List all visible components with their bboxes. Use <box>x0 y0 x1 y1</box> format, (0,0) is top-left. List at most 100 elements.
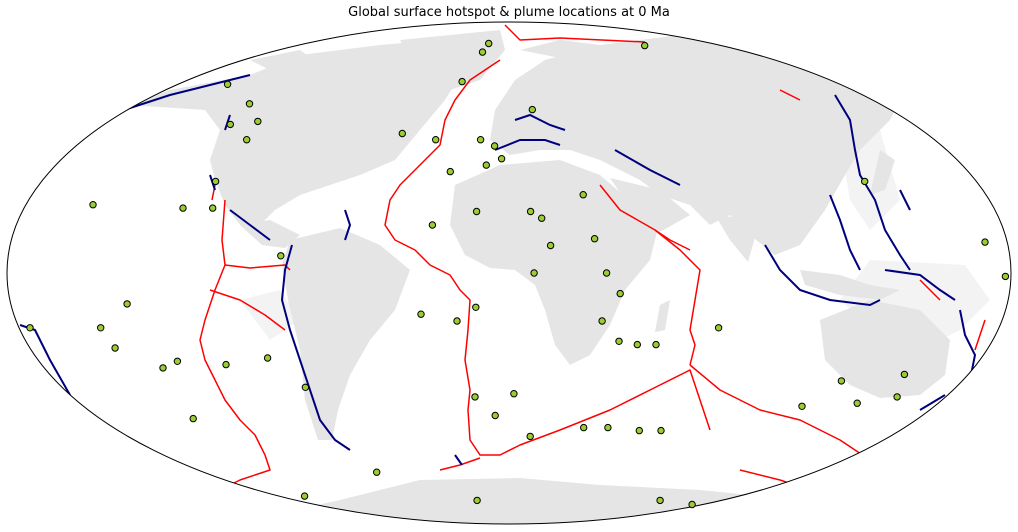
subduction-zones <box>19 74 977 466</box>
hotspot-marker <box>604 423 612 432</box>
new-zealand <box>968 375 990 410</box>
carlsberg-ridge <box>654 229 691 251</box>
hotspot-marker <box>900 370 909 379</box>
makran-trench <box>614 149 681 186</box>
hotspot-marker <box>861 177 869 186</box>
hotspot-marker <box>26 324 34 332</box>
american-antarctic-ridge <box>439 457 481 471</box>
hotspot-marker <box>179 204 187 212</box>
south-sandwich-trench <box>454 454 463 466</box>
central-america <box>240 220 300 248</box>
landmasses <box>130 30 990 524</box>
indonesia <box>800 270 900 300</box>
hotspot-marker <box>476 136 485 144</box>
hotspot-marker <box>173 357 182 365</box>
new-hebrides-trench <box>884 269 956 301</box>
hotspot-marker <box>491 411 499 420</box>
globe-outline <box>6 21 1012 525</box>
hotspot-marker <box>111 344 119 352</box>
antarctica <box>250 478 860 524</box>
hotspot-marker <box>635 426 643 435</box>
eurasia <box>490 30 905 255</box>
hotspot-marker <box>159 364 167 372</box>
galapagos-ridge <box>224 264 291 271</box>
mediterranean-trenches <box>494 113 566 151</box>
hotspot-marker <box>263 354 272 362</box>
ryukyu-philippine-trench <box>829 189 911 271</box>
hotspot-marker <box>453 317 461 325</box>
hotspot-marker <box>590 235 599 243</box>
andes-trench <box>280 244 351 451</box>
hotspot-marker <box>211 177 220 186</box>
hotspot-marker <box>528 105 536 114</box>
hotspot-markers <box>26 39 1010 509</box>
hotspot-marker <box>598 317 606 325</box>
hotspot-marker <box>485 39 493 48</box>
hotspot-marker <box>652 340 660 349</box>
hotspot-marker <box>482 161 490 169</box>
hotspot-marker <box>446 167 454 176</box>
hotspot-marker <box>641 41 649 50</box>
hotspot-marker <box>417 310 425 318</box>
hotspot-marker <box>714 324 723 332</box>
chile-ridge <box>209 289 286 331</box>
mid-atlantic-ridge <box>384 24 711 456</box>
kuril-japan-trench <box>834 94 911 271</box>
pacific-antarctic-ridge <box>739 89 986 491</box>
caribbean-arc <box>344 209 352 241</box>
australia <box>820 300 950 398</box>
hotspot-marker <box>616 289 624 298</box>
hotspot-marker <box>458 77 466 86</box>
hotspot-marker <box>472 207 481 216</box>
madagascar <box>655 300 670 332</box>
hotspot-marker <box>428 221 437 229</box>
hotspot-marker <box>633 340 641 349</box>
hotspot-marker <box>510 390 518 398</box>
hotspot-marker <box>226 120 235 129</box>
hotspot-marker <box>209 204 217 212</box>
hotspot-marker <box>223 80 232 89</box>
hotspot-marker <box>656 496 664 505</box>
hotspot-marker <box>688 500 696 509</box>
hotspot-marker <box>657 426 665 435</box>
hotspot-marker <box>432 136 440 144</box>
hotspot-marker <box>300 492 309 500</box>
hotspot-marker <box>472 303 480 311</box>
hotspot-marker <box>1001 272 1010 281</box>
hotspot-marker <box>189 414 197 423</box>
arctic-islands <box>250 40 600 75</box>
hotspot-marker <box>981 238 989 246</box>
india <box>715 215 760 262</box>
ridge-boundaries <box>199 24 986 491</box>
hotspot-marker <box>478 48 487 56</box>
hotspot-marker <box>538 214 546 222</box>
south-america <box>282 228 410 440</box>
hotspot-marker <box>526 432 534 441</box>
hotspot-marker <box>837 377 846 385</box>
japan <box>870 150 895 195</box>
east-pacific-rise <box>199 199 271 486</box>
hotspot-marker <box>471 393 479 401</box>
hotspot-marker <box>277 252 285 260</box>
hotspot-marker <box>602 269 611 277</box>
hotspot-marker <box>530 269 538 277</box>
aleutian-trench <box>129 74 251 109</box>
hotspot-marker <box>97 324 105 332</box>
hotspot-marker <box>123 300 131 308</box>
hotspot-marker <box>473 496 481 505</box>
arabia <box>610 178 690 232</box>
hotspot-marker <box>222 360 230 369</box>
hikurangi-trench <box>919 394 946 411</box>
hotspot-marker <box>89 201 97 209</box>
hotspot-marker <box>853 399 861 407</box>
hotspot-marker <box>893 393 901 401</box>
hotspot-marker <box>580 423 588 432</box>
hotspot-marker <box>301 383 310 391</box>
hotspot-marker <box>398 129 406 138</box>
africa <box>450 160 660 365</box>
hotspot-marker <box>798 402 806 410</box>
hotspot-marker <box>615 337 623 345</box>
map-title: Global surface hotspot & plume locations… <box>348 5 670 20</box>
hotspot-marker <box>546 241 555 250</box>
north-america <box>130 40 470 230</box>
